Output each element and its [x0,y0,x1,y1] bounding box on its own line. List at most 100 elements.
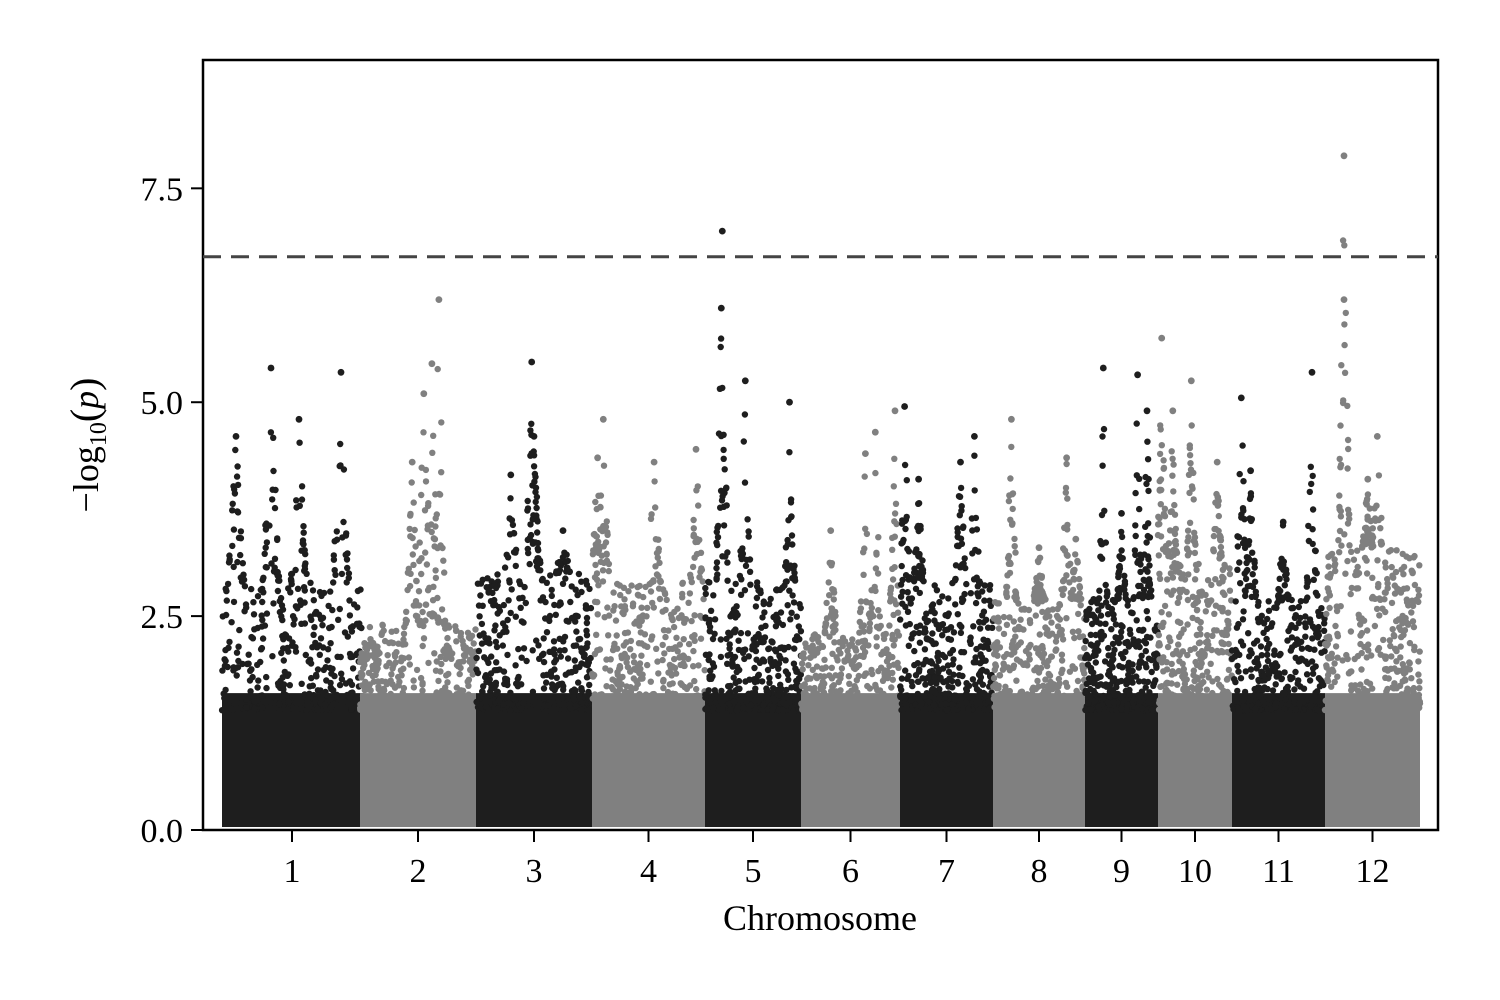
snp-point [278,613,285,620]
snp-point [582,661,590,668]
snp-point [414,613,421,620]
snp-point [1112,634,1119,641]
snp-point [647,678,654,685]
snp-point [947,636,955,643]
snp-point [1312,547,1319,555]
snp-point [638,617,645,624]
chromosome-8-dense-band [993,693,1085,827]
snp-point [852,696,859,703]
snp-point [1133,617,1140,624]
snp-point [383,680,391,688]
snp-peak-point [827,527,835,534]
snp-point [1171,560,1178,567]
snp-point [1026,703,1033,711]
snp-point [756,633,763,641]
snp-point [437,653,444,661]
snp-point [589,695,596,702]
snp-point [241,608,248,615]
snp-point [972,681,979,688]
snp-point [286,682,293,689]
snp-point [876,613,883,620]
snp-point [552,611,559,618]
snp-point [1195,696,1202,703]
chromosome-10-points [1154,334,1235,827]
snp-point [609,676,616,683]
snp-point [1150,682,1157,689]
snp-point [1146,689,1153,696]
snp-point [995,625,1003,632]
snp-point [685,640,693,648]
snp-point [446,690,453,697]
snp-point [603,550,610,557]
snp-point [1302,623,1309,631]
snp-point [486,692,494,699]
snp-point [1108,626,1115,633]
snp-point [1121,572,1128,579]
snp-point [603,518,610,525]
snp-point [1124,597,1132,604]
snp-point [448,655,455,662]
snp-point [1284,591,1291,598]
snp-point [757,638,764,646]
snp-point [1351,655,1358,663]
snp-point [373,667,380,675]
snp-point [857,598,865,605]
snp-point [301,620,309,627]
snp-point [809,666,816,674]
snp-point [923,619,930,626]
snp-point [880,648,887,655]
snp-point [869,670,876,678]
snp-point [365,641,372,648]
snp-point [557,599,564,606]
snp-point [766,645,773,652]
snp-point [860,549,867,556]
snp-point [410,499,417,506]
snp-point [602,523,610,531]
snp-point [959,524,967,532]
snp-point [873,700,880,708]
snp-point [453,638,460,645]
snp-point [327,704,335,711]
snp-point [1249,571,1256,578]
snp-point [1403,688,1410,695]
snp-point [597,543,604,551]
snp-point [1240,703,1248,710]
snp-point [916,639,924,646]
snp-point [741,587,749,594]
snp-point [1146,562,1153,569]
snp-point [785,676,792,683]
snp-point [432,523,439,530]
snp-point [691,677,698,685]
snp-point [714,571,721,578]
snp-point [1219,690,1226,697]
snp-point [862,525,869,532]
snp-point [1095,607,1102,614]
snp-point [944,662,952,669]
snp-point [522,599,529,607]
snp-point [949,646,957,654]
snp-point [1124,701,1131,708]
snp-point [533,493,541,501]
snp-point [1143,539,1150,546]
snp-point [857,605,865,612]
snp-point [1279,594,1287,601]
snp-peak-point [901,403,908,410]
snp-point [465,676,473,683]
snp-point [1061,547,1069,554]
snp-point [1248,650,1255,657]
snp-point [234,508,241,515]
snp-point [1364,627,1371,634]
snp-point [1186,452,1194,459]
snp-point [1413,706,1420,713]
snp-point [1136,626,1143,634]
snp-point [1184,596,1192,604]
snp-point [1174,681,1181,688]
snp-point [566,568,573,575]
snp-point [1090,680,1098,687]
snp-point [1373,697,1381,704]
snp-point [505,597,512,604]
snp-point [1132,551,1139,559]
snp-point [1375,644,1383,652]
snp-point [250,599,257,606]
snp-point [570,642,577,649]
